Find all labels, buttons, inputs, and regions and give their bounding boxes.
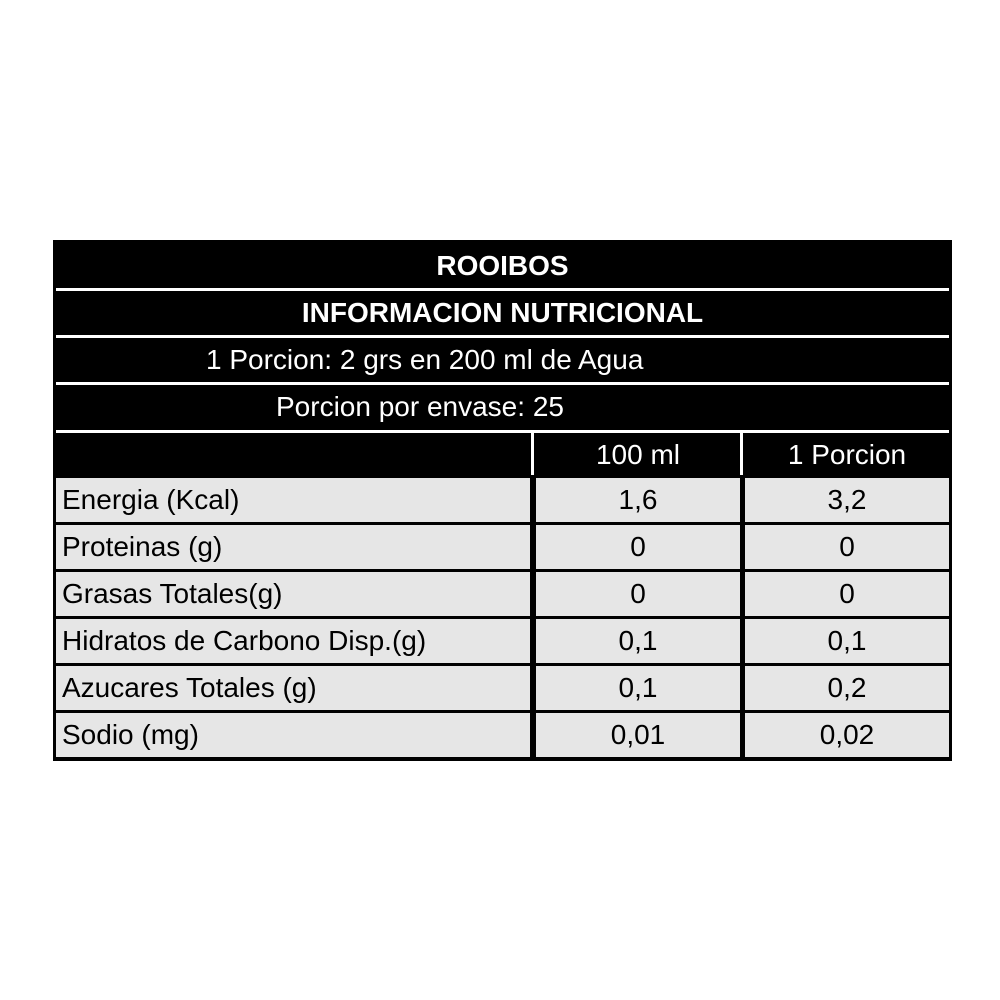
column-divider [531,433,534,475]
product-name: ROOIBOS [56,244,949,288]
value-per-100ml: 0 [536,525,740,569]
nutrient-name: Azucares Totales (g) [56,666,530,710]
column-header-100ml: 100 ml [595,439,681,470]
nutrient-name: Grasas Totales(g) [56,572,530,616]
nutrient-name: Energia (Kcal) [56,478,530,522]
divider [56,382,949,385]
nutrient-name: Sodio (mg) [56,713,530,757]
value-per-100ml: 0 [536,572,740,616]
value-per-100ml: 0,1 [536,666,740,710]
nutrient-name: Proteinas (g) [56,525,530,569]
divider [56,288,949,291]
divider [56,335,949,338]
value-per-serving: 0,2 [745,666,949,710]
table-title: INFORMACION NUTRICIONAL [56,291,949,335]
nutrient-name: Hidratos de Carbono Disp.(g) [56,619,530,663]
column-divider [740,433,743,475]
value-per-100ml: 1,6 [536,478,740,522]
nutrition-table: ROOIBOS INFORMACION NUTRICIONAL 1 Porcio… [53,240,952,761]
value-per-100ml: 0,1 [536,619,740,663]
value-per-serving: 3,2 [745,478,949,522]
divider [56,430,949,433]
value-per-serving: 0 [745,572,949,616]
value-per-serving: 0,02 [745,713,949,757]
servings-per-container: Porcion por envase: 25 [56,385,949,429]
value-per-100ml: 0,01 [536,713,740,757]
serving-size: 1 Porcion: 2 grs en 200 ml de Agua [56,338,949,382]
column-header-serving: 1 Porcion [787,439,907,470]
value-per-serving: 0 [745,525,949,569]
value-per-serving: 0,1 [745,619,949,663]
